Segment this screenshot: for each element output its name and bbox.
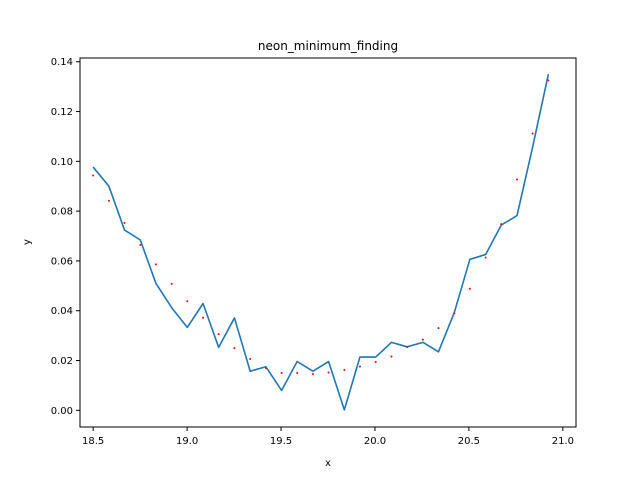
y-tick-label: 0.08 [51, 207, 73, 218]
x-tick-label: 18.5 [82, 436, 104, 447]
data-point [437, 327, 440, 330]
x-tick-label: 21.0 [552, 436, 574, 447]
y-tick-label: 0.06 [51, 256, 73, 267]
data-point [249, 358, 252, 361]
data-point [500, 223, 503, 226]
y-tick-label: 0.12 [51, 107, 73, 118]
x-tick-label: 20.0 [364, 436, 386, 447]
y-tick-label: 0.02 [51, 356, 73, 367]
x-axis-label: x [325, 458, 331, 469]
data-point [186, 300, 189, 303]
x-tick-label: 19.5 [270, 436, 292, 447]
y-axis-ticks: 0.00 0.02 0.04 0.06 0.08 0.10 0.12 0.14 [51, 57, 80, 417]
data-point [170, 282, 173, 285]
data-point [123, 221, 126, 224]
data-point [468, 287, 471, 290]
data-point [547, 79, 550, 82]
data-point [92, 174, 95, 177]
data-point [453, 312, 456, 315]
series-line [92, 74, 550, 411]
data-point [358, 365, 361, 368]
data-point [217, 333, 220, 336]
data-point [264, 366, 267, 369]
data-point [154, 263, 157, 266]
data-point [296, 371, 299, 374]
y-axis-label: y [22, 239, 33, 245]
data-point [311, 372, 314, 375]
data-point [516, 178, 519, 181]
data-point [421, 338, 424, 341]
y-tick-label: 0.14 [51, 57, 73, 68]
x-axis-ticks: 18.5 19.0 19.5 20.0 20.5 21.0 [82, 427, 574, 447]
chart-title: neon_minimum_finding [258, 39, 398, 53]
x-tick-label: 19.0 [176, 436, 198, 447]
data-point [107, 199, 110, 202]
data-point [406, 346, 409, 349]
data-point [280, 371, 283, 374]
plot-area [92, 74, 550, 411]
data-point [139, 243, 142, 246]
axes-frame [79, 57, 577, 428]
y-tick-label: 0.10 [51, 157, 73, 168]
data-point [484, 256, 487, 259]
data-point [202, 316, 205, 319]
data-point [233, 347, 236, 350]
data-point [390, 355, 393, 358]
data-point [531, 132, 534, 135]
data-point [327, 371, 330, 374]
data-point [374, 361, 377, 364]
data-point [343, 368, 346, 371]
x-tick-label: 20.5 [458, 436, 480, 447]
y-tick-label: 0.04 [51, 306, 73, 317]
y-tick-label: 0.00 [51, 406, 73, 417]
